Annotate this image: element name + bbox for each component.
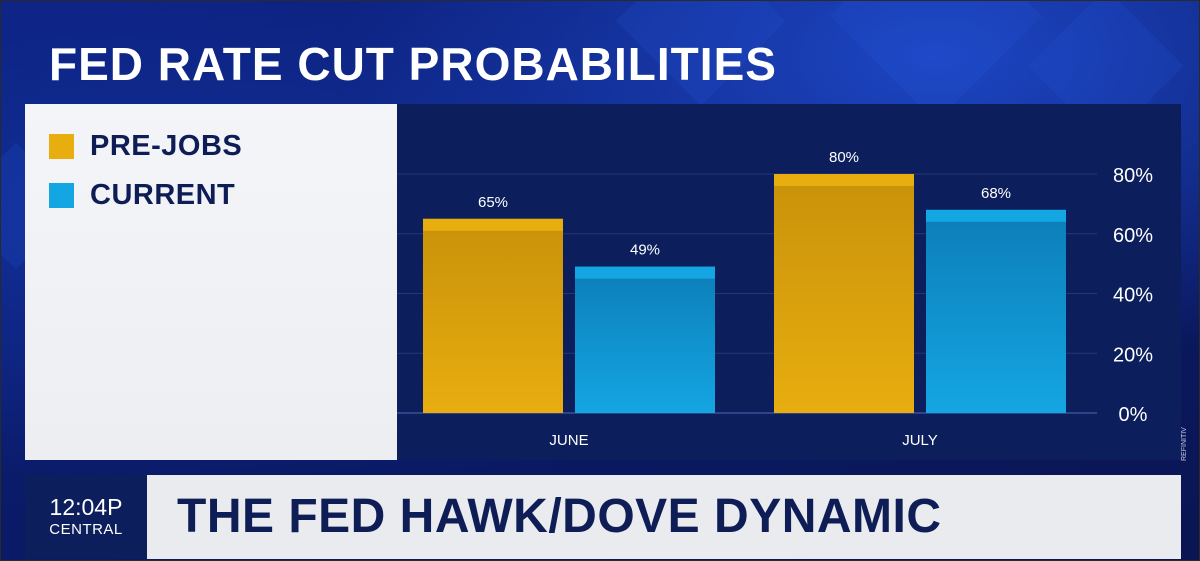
data-label: 68%	[981, 185, 1011, 202]
y-tick-label: 40%	[1113, 285, 1153, 307]
lower-third-banner: 12:04P CENTRAL THE FED HAWK/DOVE DYNAMIC	[25, 475, 1181, 559]
legend-panel: PRE-JOBS CURRENT	[25, 104, 397, 460]
y-tick-label: 0%	[1119, 404, 1148, 426]
data-label: 49%	[630, 242, 660, 259]
bar-current-june	[575, 266, 715, 413]
chart-panel: 0% 20% 40% 60% 80% 65% 49% JUNE 80% 68% JULY	[397, 104, 1181, 460]
bar-pre-jobs-june	[423, 218, 563, 413]
bar-chart: 0% 20% 40% 60% 80% 65% 49% JUNE 80% 68% JULY	[397, 149, 1153, 449]
legend-swatch-pre-jobs	[49, 134, 74, 159]
bar-current-july	[926, 209, 1066, 413]
clock-time: 12:04P	[49, 494, 123, 520]
data-label: 65%	[478, 194, 508, 211]
y-tick-label: 20%	[1113, 344, 1153, 366]
source-credit: REFINITIV	[1181, 427, 1188, 461]
clock-zone: CENTRAL	[49, 521, 123, 538]
bar-pre-jobs-july	[774, 174, 914, 413]
chart-title: FED RATE CUT PROBABILITIES	[49, 38, 777, 90]
legend-label-pre-jobs: PRE-JOBS	[90, 130, 243, 162]
y-tick-label: 60%	[1113, 225, 1153, 247]
legend-item-pre-jobs: PRE-JOBS	[49, 130, 242, 163]
bar-cap	[926, 209, 1066, 222]
bar-cap	[575, 266, 715, 279]
headline: THE FED HAWK/DOVE DYNAMIC	[177, 490, 942, 543]
x-tick-label: JULY	[902, 432, 938, 449]
legend-item-current: CURRENT	[49, 179, 235, 212]
legend-label-current: CURRENT	[90, 179, 236, 211]
y-tick-label: 80%	[1113, 165, 1153, 187]
bar-cap	[423, 218, 563, 231]
x-tick-label: JUNE	[549, 432, 588, 449]
bar-cap	[774, 174, 914, 186]
clock-box: 12:04P CENTRAL	[25, 475, 147, 559]
legend-swatch-current	[49, 183, 74, 208]
data-label: 80%	[829, 149, 859, 166]
